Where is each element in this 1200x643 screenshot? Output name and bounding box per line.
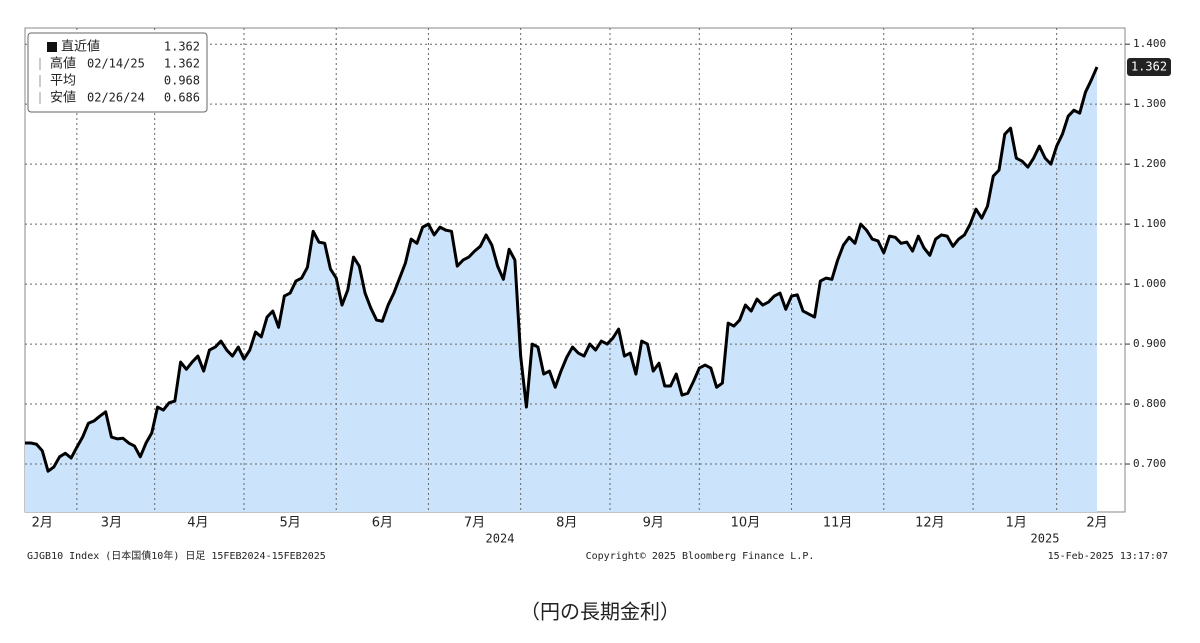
caption: （円の長期金利） <box>520 600 680 624</box>
y-tick-label: 1.400 <box>1133 37 1166 50</box>
y-tick-label: 0.800 <box>1133 397 1166 410</box>
year-label: 2025 <box>1031 532 1060 546</box>
legend-date: 02/26/24 <box>87 91 145 105</box>
legend-value: 0.968 <box>164 74 200 88</box>
series-name: GJGB10 Index (日本国債10年) 日足 15FEB2024-15FE… <box>27 549 326 562</box>
y-tick-label: 1.200 <box>1133 157 1166 170</box>
legend-box <box>27 32 208 113</box>
legend-value: 0.686 <box>164 91 200 105</box>
x-tick-label: 11月 <box>823 516 853 531</box>
legend-value: 1.362 <box>164 40 200 54</box>
y-tick-label: 0.900 <box>1133 337 1166 350</box>
x-tick-label: 7月 <box>464 516 485 531</box>
legend-date: 02/14/25 <box>87 57 145 71</box>
x-tick-label: 6月 <box>372 516 393 531</box>
line <box>25 66 1099 473</box>
x-tick-label: 10月 <box>731 516 761 531</box>
legend-name: 直近値 <box>61 39 100 55</box>
x-tick-label: 2月 <box>1086 516 1107 531</box>
last-value-label: 1.362 <box>1131 59 1167 73</box>
x-tick-label: 4月 <box>187 516 208 531</box>
legend-value: 1.362 <box>164 57 200 71</box>
timestamp: 15-Feb-2025 13:17:07 <box>1048 551 1168 562</box>
x-tick-label: 5月 <box>279 516 300 531</box>
y-tick-label: 0.700 <box>1133 457 1166 470</box>
legend-name: 高値 <box>50 56 76 72</box>
area <box>25 66 1097 513</box>
last-value-box <box>1127 57 1171 76</box>
y-tick-label: 1.000 <box>1133 277 1166 290</box>
x-tick-label: 12月 <box>915 516 945 531</box>
x-tick-label: 3月 <box>101 516 122 531</box>
x-tick-label: 8月 <box>556 516 577 531</box>
copyright: Copyright© 2025 Bloomberg Finance L.P. <box>586 551 815 562</box>
legend-marker <box>47 42 57 52</box>
year-label: 2024 <box>486 532 515 546</box>
x-tick-label: 2月 <box>32 516 53 531</box>
y-tick-label: 1.100 <box>1133 217 1166 230</box>
x-tick-label: 9月 <box>643 516 664 531</box>
y-tick-label: 1.300 <box>1133 97 1166 110</box>
legend-name: 平均 <box>50 74 76 89</box>
legend-name: 安値 <box>50 90 76 106</box>
x-tick-label: 1月 <box>1006 516 1027 531</box>
